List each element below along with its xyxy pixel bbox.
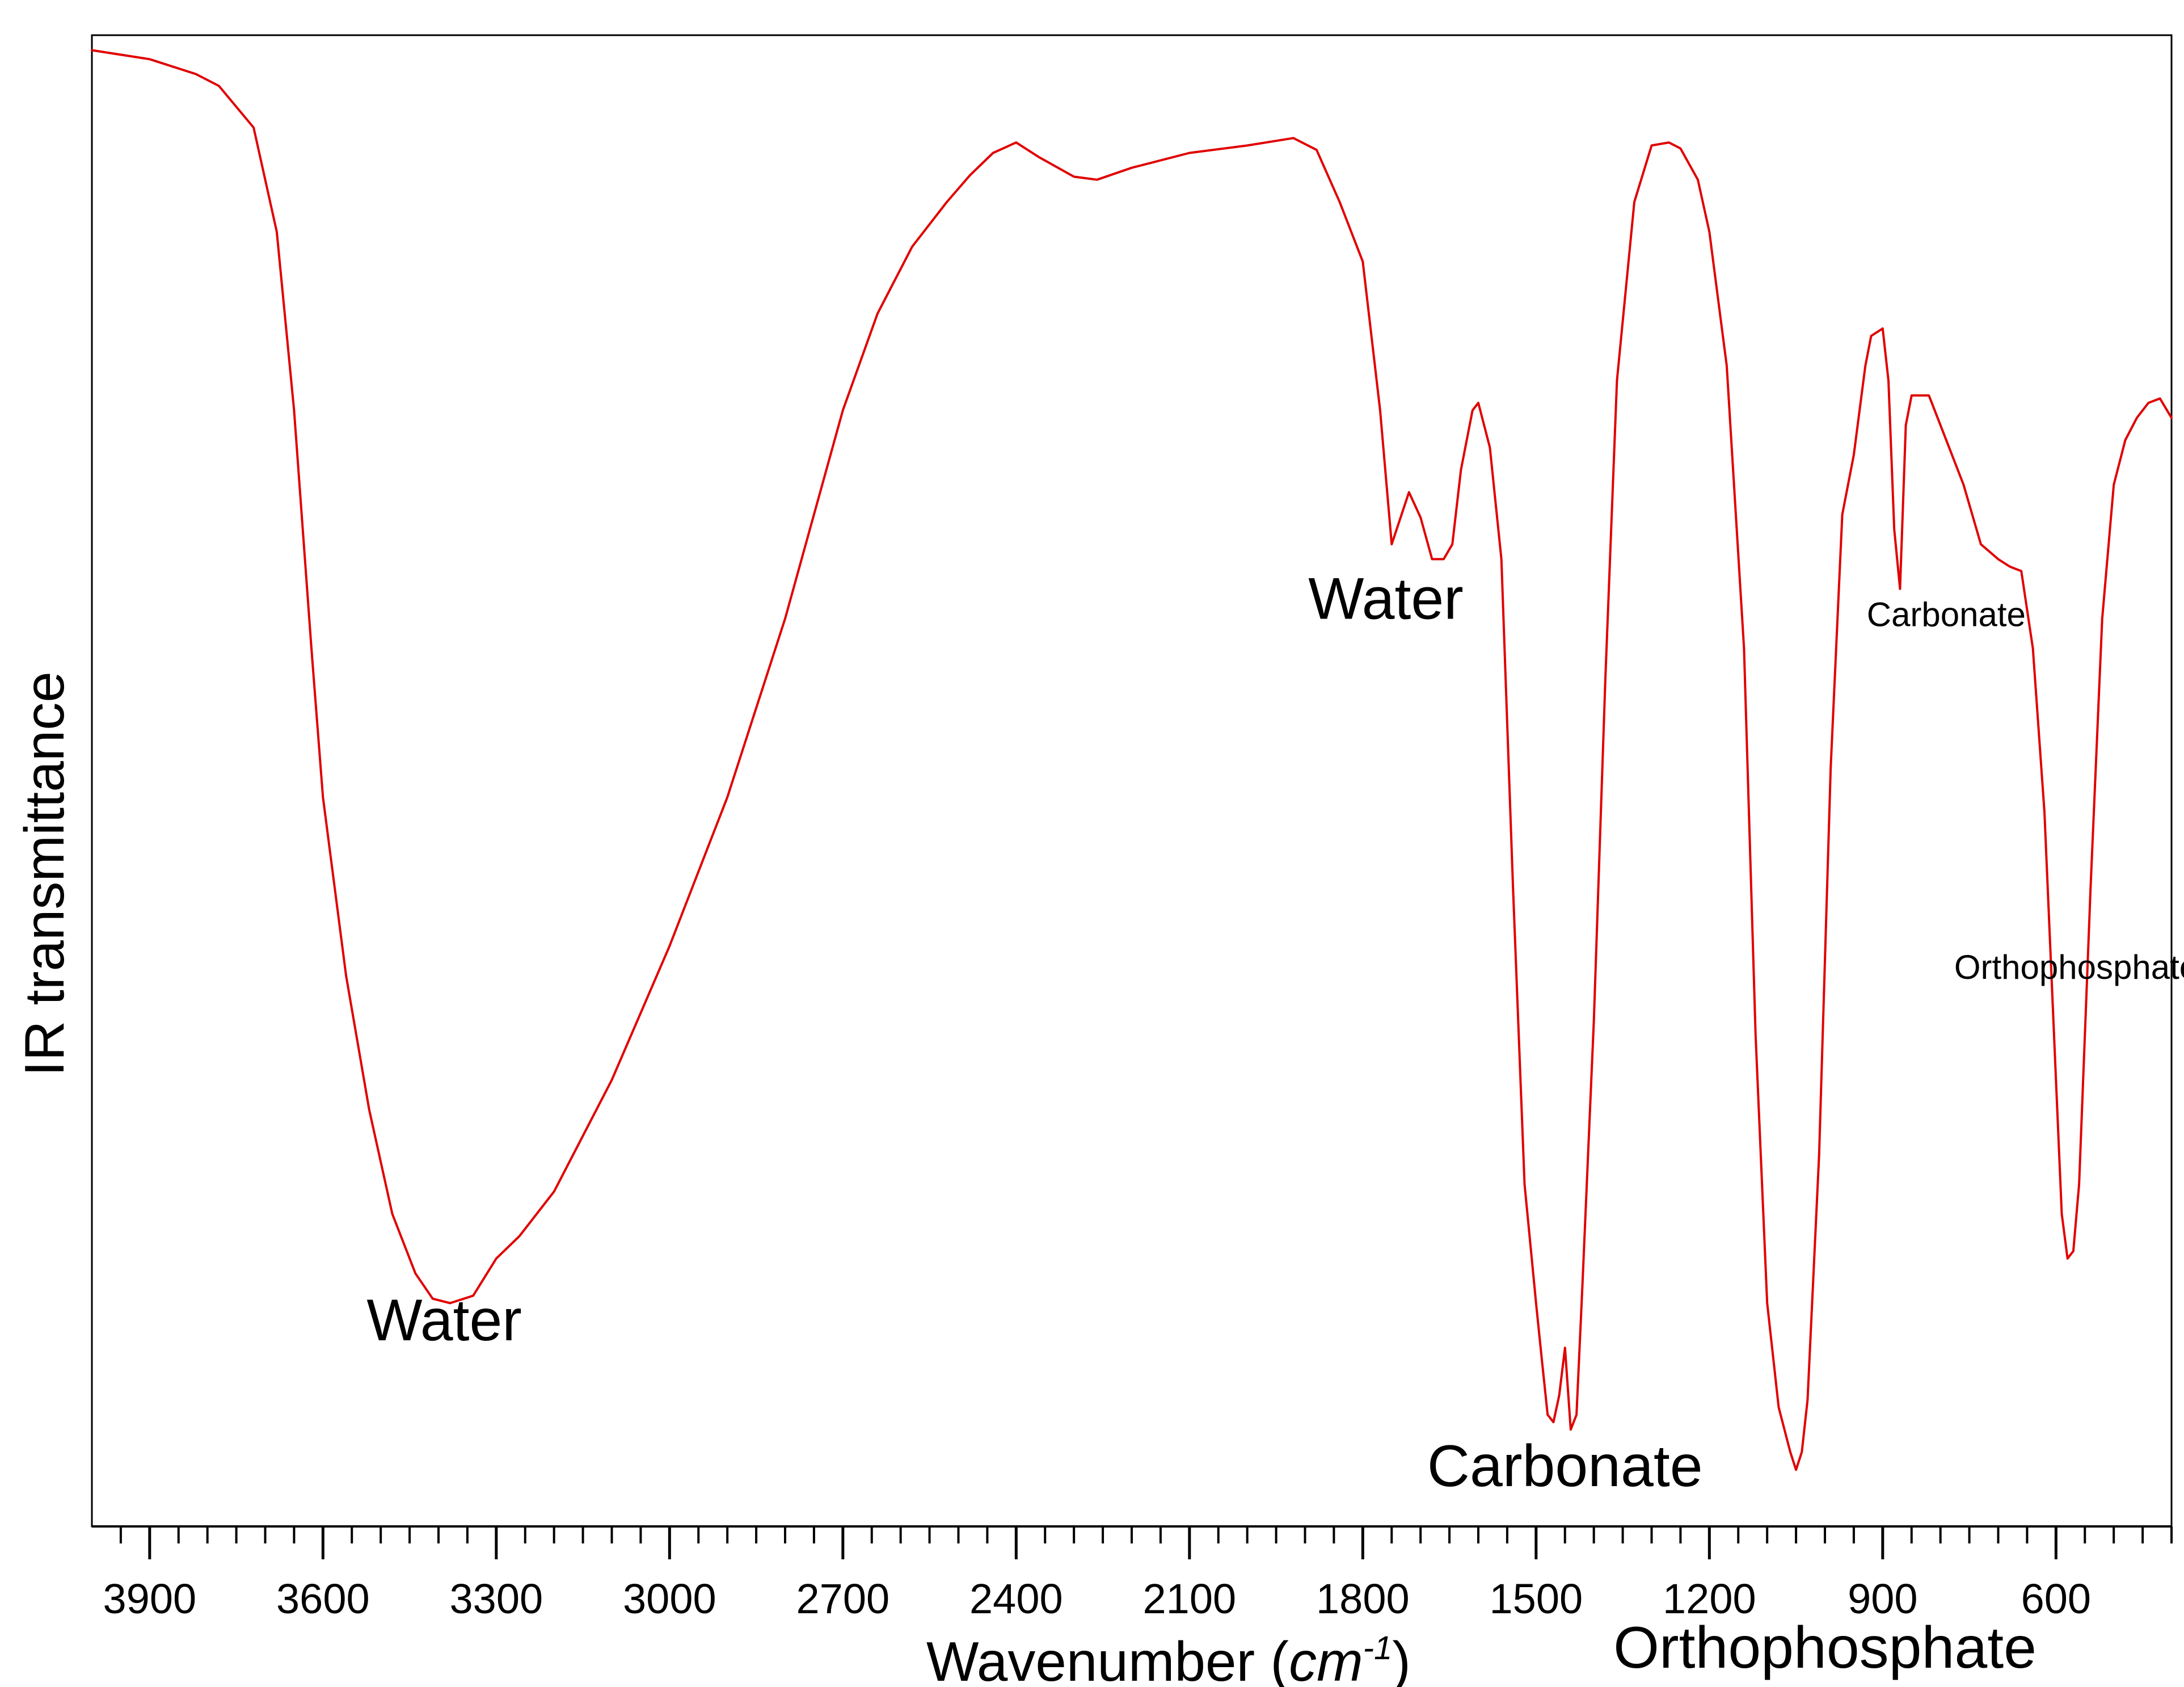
x-tick-label: 2400 <box>969 1575 1063 1622</box>
x-axis-unit-base: cm <box>1289 1630 1363 1687</box>
series-line-ir-spectrum <box>91 49 2173 1471</box>
x-axis-unit-exponent: -1 <box>1363 1630 1393 1667</box>
x-tick-label: 600 <box>2021 1575 2091 1622</box>
peak-label: Water <box>366 1288 522 1353</box>
x-axis-unit-close-paren: ) <box>1392 1630 1411 1687</box>
peak-annotations: Water Water Carbonate Orthophosphate Carbona… <box>366 566 2184 1681</box>
x-axis-unit-open-paren: ( <box>1255 1630 1289 1687</box>
x-axis-title-text: Wavenumber <box>926 1630 1255 1687</box>
x-tick-label: 2700 <box>796 1575 890 1622</box>
x-tick-label: 1200 <box>1663 1575 1756 1622</box>
x-tick-label: 3300 <box>450 1575 543 1622</box>
peak-label: Carbonate <box>1867 595 2026 633</box>
x-tick-label: 2100 <box>1143 1575 1237 1622</box>
peak-label: Orthophosphate <box>1954 948 2184 986</box>
x-tick-label: 3900 <box>103 1575 197 1622</box>
x-tick-label: 3000 <box>623 1575 716 1622</box>
x-tick-label: 1800 <box>1316 1575 1410 1622</box>
peak-label: Water <box>1308 566 1464 632</box>
x-axis-ticks <box>119 1526 2173 1559</box>
peak-label: Orthophosphate <box>1613 1615 2037 1681</box>
x-tick-label: 1500 <box>1490 1575 1583 1622</box>
peak-label: Carbonate <box>1427 1433 1703 1499</box>
x-tick-label: 3600 <box>276 1575 370 1622</box>
x-axis-tick-labels: 3900 3600 3300 3000 2700 2400 2100 1800 1500 1200… <box>103 1575 2092 1622</box>
x-tick-label: 900 <box>1848 1575 1917 1622</box>
x-axis-title: Wavenumber (cm-1) <box>926 1630 1411 1687</box>
y-axis-title: IR transmittance <box>13 671 75 1076</box>
